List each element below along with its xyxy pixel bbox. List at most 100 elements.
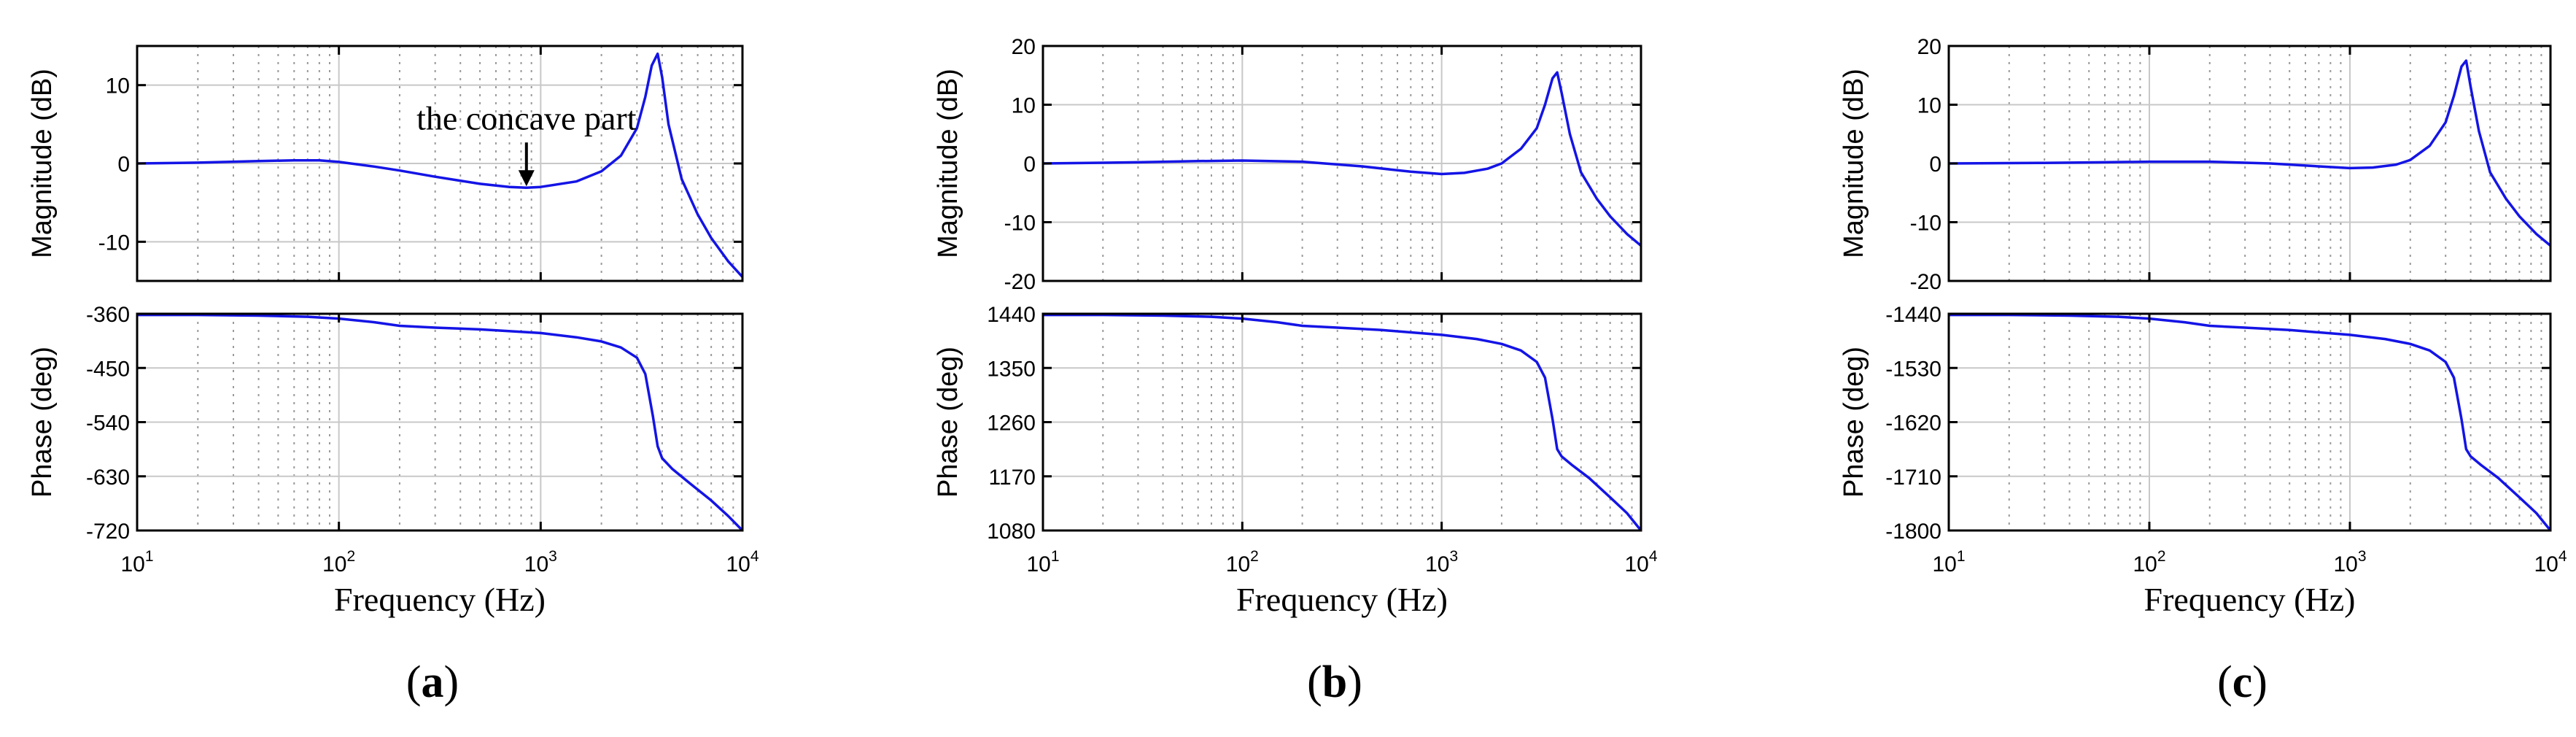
ytick-label: 1080 [987, 520, 1036, 544]
magnitude-trace [136, 52, 744, 278]
phase-axes: -360 -450 -540 -630 -720 Phase (deg) [27, 303, 744, 544]
ytick-label: 1170 [988, 466, 1036, 490]
caption-close: ) [444, 657, 459, 707]
ytick-label: -10 [1910, 212, 1941, 236]
panel-caption: (c) [2217, 657, 2267, 707]
ytick-label: -1800 [1885, 520, 1941, 544]
xtick-exponent: 2 [347, 548, 356, 565]
magnitude-ylabel: Magnitude (dB) [1839, 69, 1869, 258]
ytick-label: 1440 [987, 303, 1036, 327]
xtick-label: 104 [2534, 548, 2567, 576]
xtick-label: 104 [726, 548, 759, 576]
ytick-label: 1260 [987, 412, 1036, 436]
ytick-label: 0 [117, 153, 130, 177]
ytick-label: 0 [1929, 153, 1941, 177]
panel-caption: (a) [406, 657, 459, 707]
panel-a: 10 0 -10 Magnitude (dB) -360 -450 -540 -630 -720… [27, 45, 759, 707]
phase-trace [137, 313, 744, 532]
xtick-exponent: 1 [1957, 548, 1966, 565]
magnitude-trace [1948, 59, 2552, 247]
ytick-label: 20 [1012, 35, 1036, 59]
ytick-label: -450 [86, 357, 130, 381]
xtick-label: 101 [120, 548, 153, 576]
x-axis-label: Frequency (Hz) [1236, 581, 1448, 618]
ytick-label: -20 [1004, 270, 1036, 294]
xtick-exponent: 4 [2558, 548, 2567, 565]
magnitude-ylabel: Magnitude (dB) [27, 69, 58, 258]
annotation-arrow-head [518, 170, 535, 187]
panel-c: 20 10 0 -10 -20 Magnitude (dB) -1440 -1530 -1620… [1839, 35, 2567, 707]
xtick-base: 10 [2333, 552, 2357, 576]
ytick-label: -1440 [1885, 303, 1941, 327]
phase-ylabel: Phase (deg) [1839, 347, 1869, 498]
phase-axes: -1440 -1530 -1620 -1710 -1800 Phase (deg) [1839, 303, 2552, 544]
caption-open: ( [406, 657, 422, 707]
ytick-label: -630 [86, 466, 130, 490]
xtick-label: 102 [322, 548, 355, 576]
phase-axes: 1440 1350 1260 1170 1080 Phase (deg) [933, 303, 1642, 544]
xtick-base: 10 [1932, 552, 1956, 576]
xtick-base: 10 [322, 552, 346, 576]
xtick-exponent: 2 [1250, 548, 1259, 565]
ytick-label: 1350 [987, 357, 1036, 381]
magnitude-trace [1042, 71, 1642, 247]
xtick-label: 101 [1932, 548, 1965, 576]
xtick-label: 103 [2333, 548, 2366, 576]
xtick-base: 10 [1425, 552, 1449, 576]
x-axis-label: Frequency (Hz) [2144, 581, 2356, 618]
phase-trace [1949, 313, 2552, 532]
xtick-exponent: 3 [548, 548, 557, 565]
xtick-exponent: 4 [750, 548, 759, 565]
xtick-exponent: 4 [1649, 548, 1658, 565]
caption-letter: a [422, 657, 444, 707]
xtick-exponent: 3 [1450, 548, 1459, 565]
ytick-label: 0 [1023, 153, 1036, 177]
caption-close: ) [2252, 657, 2267, 707]
caption-close: ) [1347, 657, 1362, 707]
xtick-exponent: 1 [145, 548, 154, 565]
xtick-label: 104 [1624, 548, 1657, 576]
xtick-base: 10 [120, 552, 144, 576]
magnitude-ylabel: Magnitude (dB) [933, 69, 963, 258]
phase-ylabel: Phase (deg) [27, 347, 58, 498]
xtick-base: 10 [2534, 552, 2558, 576]
xtick-label: 102 [1226, 548, 1259, 576]
x-axis-label: Frequency (Hz) [334, 581, 546, 618]
magnitude-axes: 10 0 -10 Magnitude (dB) [27, 45, 744, 282]
caption-open: ( [2217, 657, 2232, 707]
caption-letter: b [1322, 657, 1347, 707]
ytick-label: -1620 [1885, 412, 1941, 436]
panel-b: 20 10 0 -10 -20 Magnitude (dB) 1440 1350 1260 117… [933, 35, 1658, 707]
ytick-label: -10 [98, 231, 130, 255]
xtick-base: 10 [1026, 552, 1050, 576]
xtick-base: 10 [524, 552, 548, 576]
ytick-label: -540 [86, 412, 130, 436]
xtick-label: 103 [1425, 548, 1458, 576]
panel-caption: (b) [1307, 657, 1362, 707]
xtick-base: 10 [1226, 552, 1250, 576]
phase-trace [1043, 313, 1642, 532]
ytick-label: -10 [1004, 212, 1036, 236]
ytick-label: -1710 [1885, 466, 1941, 490]
caption-open: ( [1307, 657, 1322, 707]
xtick-base: 10 [2133, 552, 2157, 576]
xtick-label: 103 [524, 548, 557, 576]
annotation-text: the concave part [416, 99, 637, 136]
xtick-exponent: 1 [1051, 548, 1060, 565]
ytick-label: -1530 [1885, 357, 1941, 381]
ytick-label: 10 [1012, 94, 1036, 118]
xtick-exponent: 2 [2157, 548, 2166, 565]
xtick-label: 102 [2133, 548, 2165, 576]
xtick-base: 10 [726, 552, 750, 576]
xtick-base: 10 [1624, 552, 1648, 576]
phase-ylabel: Phase (deg) [933, 347, 963, 498]
ytick-label: -20 [1910, 270, 1941, 294]
ytick-label: -720 [86, 520, 130, 544]
xtick-exponent: 3 [2358, 548, 2367, 565]
ytick-label: 20 [1917, 35, 1941, 59]
xtick-label: 101 [1026, 548, 1059, 576]
ytick-label: 10 [1917, 94, 1941, 118]
caption-letter: c [2232, 657, 2253, 707]
magnitude-axes: 20 10 0 -10 -20 Magnitude (dB) [1839, 35, 2552, 294]
